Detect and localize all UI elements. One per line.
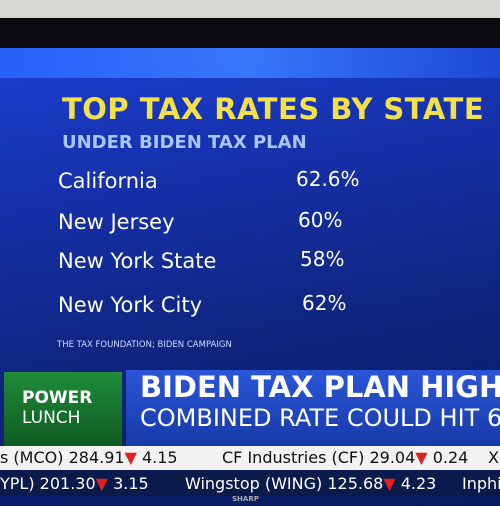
subtitle: UNDER BIDEN TAX PLAN bbox=[62, 132, 307, 153]
headline-sub: COMBINED RATE COULD HIT 6 bbox=[140, 404, 500, 432]
ticker-item: Wingstop (WING) 125.68▼ 4.23 bbox=[185, 474, 436, 493]
ticker-name: X bbox=[488, 448, 499, 467]
ticker-price: 125.68 bbox=[327, 474, 384, 493]
state-name: New Jersey bbox=[58, 210, 175, 234]
tv-screen: TOP TAX RATES BY STATE UNDER BIDEN TAX P… bbox=[0, 48, 500, 506]
headline: BIDEN TAX PLAN HIGHS bbox=[140, 370, 500, 404]
state-name: New York State bbox=[58, 249, 217, 273]
ticker-name: s (MCO) bbox=[0, 448, 64, 467]
down-arrow: ▼ bbox=[383, 474, 396, 493]
ticker-item: X bbox=[488, 448, 499, 467]
tax-rate: 62.6% bbox=[296, 167, 360, 191]
tv-brand: SHARP bbox=[232, 495, 259, 503]
ticker-item: CF Industries (CF) 29.04▼ 0.24 bbox=[222, 448, 468, 467]
top-band bbox=[0, 48, 500, 78]
state-name: New York City bbox=[58, 293, 202, 317]
state-name: California bbox=[58, 169, 158, 193]
ticker-change: 0.24 bbox=[432, 448, 469, 467]
ticker-row bbox=[0, 446, 500, 470]
ticker-item: Inphi bbox=[462, 474, 500, 493]
down-arrow: ▼ bbox=[124, 448, 137, 467]
show-logo-text: LUNCH bbox=[22, 408, 81, 428]
down-arrow: ▼ bbox=[95, 474, 108, 493]
ticker-item: s (MCO) 284.91▼ 4.15 bbox=[0, 448, 178, 467]
ticker-change: 4.15 bbox=[141, 448, 178, 467]
headline-box bbox=[126, 370, 500, 446]
ticker-price: 201.30 bbox=[39, 474, 96, 493]
ticker-price: 29.04 bbox=[369, 448, 416, 467]
ticker-name: Inphi bbox=[462, 474, 500, 493]
show-logo-text: POWER bbox=[22, 388, 93, 408]
show-logo bbox=[4, 372, 122, 446]
ticker-name: YPL) bbox=[0, 474, 35, 493]
source: THE TAX FOUNDATION; BIDEN CAMPAIGN bbox=[57, 340, 232, 350]
title: TOP TAX RATES BY STATE bbox=[62, 92, 485, 126]
ticker-name: Wingstop (WING) bbox=[185, 474, 323, 493]
ticker-price: 284.91 bbox=[68, 448, 125, 467]
tax-rate: 62% bbox=[302, 291, 347, 315]
ticker-name: CF Industries (CF) bbox=[222, 448, 365, 467]
tv-bezel: TOP TAX RATES BY STATE UNDER BIDEN TAX P… bbox=[0, 18, 500, 506]
tax-rate: 58% bbox=[300, 247, 345, 271]
ticker-item: YPL) 201.30▼ 3.15 bbox=[0, 474, 149, 493]
tax-rate: 60% bbox=[298, 208, 343, 232]
down-arrow: ▼ bbox=[415, 448, 428, 467]
ticker-change: 3.15 bbox=[113, 474, 149, 493]
ticker-row bbox=[0, 470, 500, 496]
ticker-change: 4.23 bbox=[400, 474, 437, 493]
